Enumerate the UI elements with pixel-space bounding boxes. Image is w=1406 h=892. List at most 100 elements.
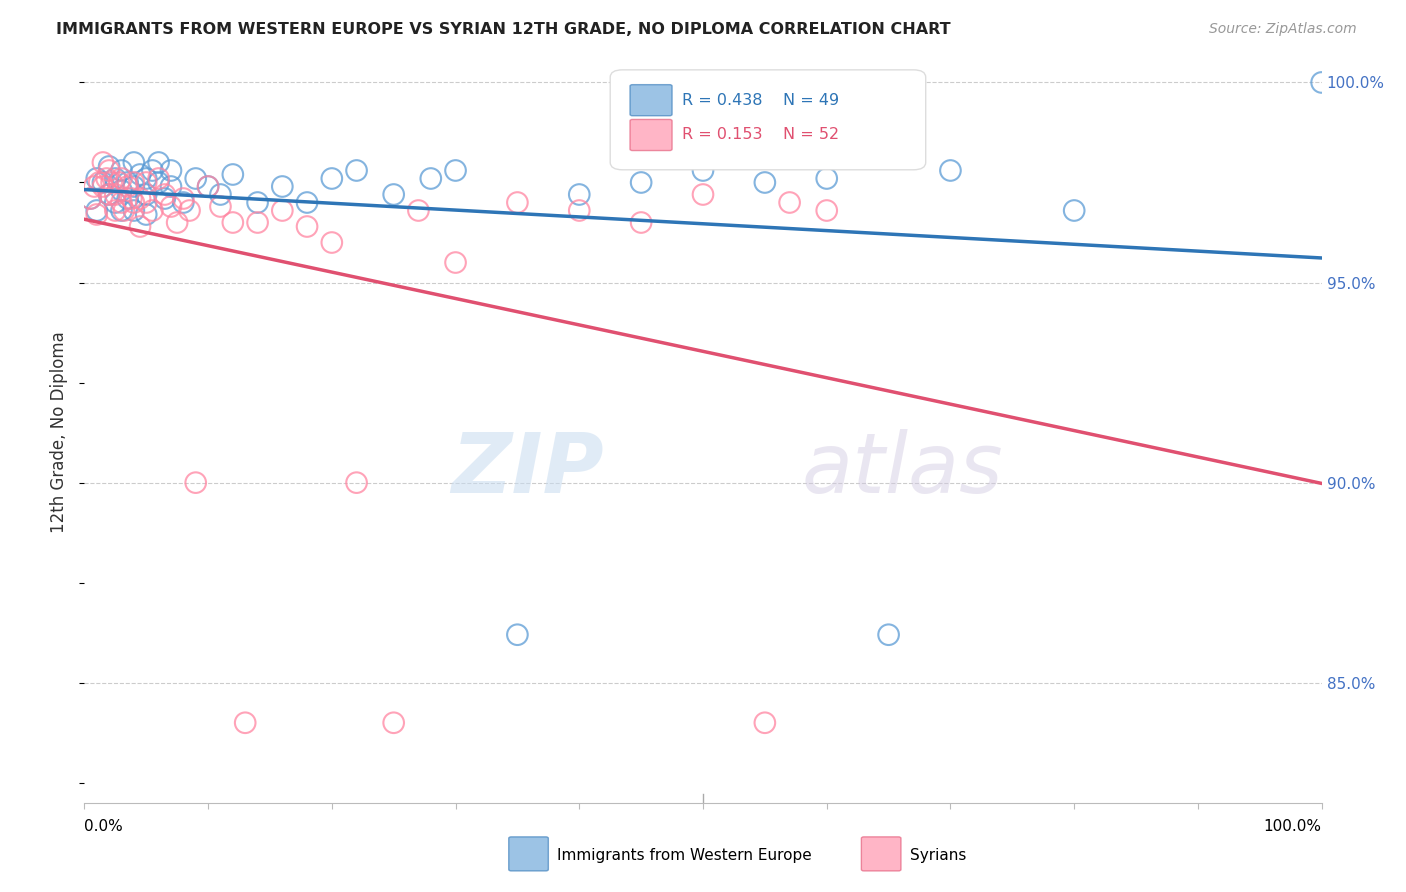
Point bbox=[506, 628, 529, 642]
Point bbox=[148, 171, 170, 186]
Point bbox=[135, 171, 157, 186]
FancyBboxPatch shape bbox=[862, 837, 901, 871]
Point bbox=[104, 195, 127, 210]
Text: Immigrants from Western Europe: Immigrants from Western Europe bbox=[557, 848, 811, 863]
Text: atlas: atlas bbox=[801, 429, 1004, 510]
Point bbox=[233, 715, 256, 730]
FancyBboxPatch shape bbox=[630, 85, 672, 116]
Point bbox=[184, 171, 207, 186]
Point bbox=[117, 176, 139, 190]
Point bbox=[122, 179, 145, 194]
Point bbox=[444, 163, 467, 178]
FancyBboxPatch shape bbox=[610, 70, 925, 169]
Point bbox=[98, 187, 121, 202]
Point bbox=[86, 171, 108, 186]
Point bbox=[408, 203, 430, 218]
Point bbox=[209, 187, 232, 202]
FancyBboxPatch shape bbox=[509, 837, 548, 871]
Point bbox=[83, 179, 105, 194]
Point bbox=[104, 203, 127, 218]
Point bbox=[815, 203, 838, 218]
Point bbox=[506, 195, 529, 210]
Point bbox=[172, 195, 194, 210]
Point bbox=[86, 207, 108, 221]
FancyBboxPatch shape bbox=[630, 120, 672, 151]
Point bbox=[135, 176, 157, 190]
Point bbox=[153, 192, 176, 206]
Point bbox=[382, 715, 405, 730]
Point bbox=[148, 176, 170, 190]
Point bbox=[754, 715, 776, 730]
Point bbox=[444, 255, 467, 269]
Point bbox=[209, 200, 232, 214]
Point bbox=[148, 155, 170, 169]
Point bbox=[141, 163, 163, 178]
Point bbox=[692, 163, 714, 178]
Point bbox=[246, 195, 269, 210]
Point bbox=[112, 203, 135, 218]
Point bbox=[160, 200, 183, 214]
Point bbox=[110, 171, 132, 186]
Point bbox=[295, 219, 318, 234]
Point bbox=[172, 192, 194, 206]
Point bbox=[197, 179, 219, 194]
Point bbox=[120, 192, 142, 206]
Text: ZIP: ZIP bbox=[451, 429, 605, 510]
Point bbox=[122, 176, 145, 190]
Point bbox=[104, 187, 127, 202]
Point bbox=[419, 171, 441, 186]
Text: 0.0%: 0.0% bbox=[84, 819, 124, 834]
Y-axis label: 12th Grade, No Diploma: 12th Grade, No Diploma bbox=[51, 332, 69, 533]
Point bbox=[166, 215, 188, 229]
Point bbox=[110, 195, 132, 210]
Point bbox=[91, 179, 114, 194]
Point bbox=[100, 176, 122, 190]
Point bbox=[222, 215, 245, 229]
Point bbox=[346, 475, 368, 490]
Point bbox=[122, 155, 145, 169]
Point bbox=[197, 179, 219, 194]
Point bbox=[630, 176, 652, 190]
Point bbox=[754, 176, 776, 190]
Point bbox=[79, 192, 101, 206]
Point bbox=[246, 215, 269, 229]
Point bbox=[110, 184, 132, 198]
Point bbox=[346, 163, 368, 178]
Point bbox=[135, 195, 157, 210]
Point bbox=[295, 195, 318, 210]
Point bbox=[129, 192, 152, 206]
Point bbox=[222, 168, 245, 182]
Point bbox=[79, 192, 101, 206]
Point bbox=[179, 203, 201, 218]
Point bbox=[160, 179, 183, 194]
Point bbox=[89, 176, 111, 190]
Point bbox=[104, 171, 127, 186]
Text: IMMIGRANTS FROM WESTERN EUROPE VS SYRIAN 12TH GRADE, NO DIPLOMA CORRELATION CHAR: IMMIGRANTS FROM WESTERN EUROPE VS SYRIAN… bbox=[56, 22, 950, 37]
Point bbox=[568, 187, 591, 202]
Text: R = 0.438    N = 49: R = 0.438 N = 49 bbox=[682, 93, 839, 108]
Point bbox=[141, 203, 163, 218]
Point bbox=[630, 215, 652, 229]
Point bbox=[98, 187, 121, 202]
Point bbox=[259, 836, 281, 850]
Point bbox=[98, 163, 121, 178]
Point bbox=[96, 171, 118, 186]
Point bbox=[1063, 203, 1085, 218]
Point bbox=[122, 203, 145, 218]
Point bbox=[98, 160, 121, 174]
Point bbox=[692, 187, 714, 202]
Point bbox=[110, 203, 132, 218]
Point bbox=[815, 171, 838, 186]
Point bbox=[271, 203, 294, 218]
Point bbox=[91, 155, 114, 169]
Point bbox=[271, 179, 294, 194]
Point bbox=[86, 203, 108, 218]
Point bbox=[321, 171, 343, 186]
Text: 100.0%: 100.0% bbox=[1264, 819, 1322, 834]
Point bbox=[160, 163, 183, 178]
Point bbox=[135, 207, 157, 221]
Point bbox=[110, 163, 132, 178]
Point bbox=[184, 475, 207, 490]
Text: R = 0.153    N = 52: R = 0.153 N = 52 bbox=[682, 128, 839, 143]
Point bbox=[568, 203, 591, 218]
